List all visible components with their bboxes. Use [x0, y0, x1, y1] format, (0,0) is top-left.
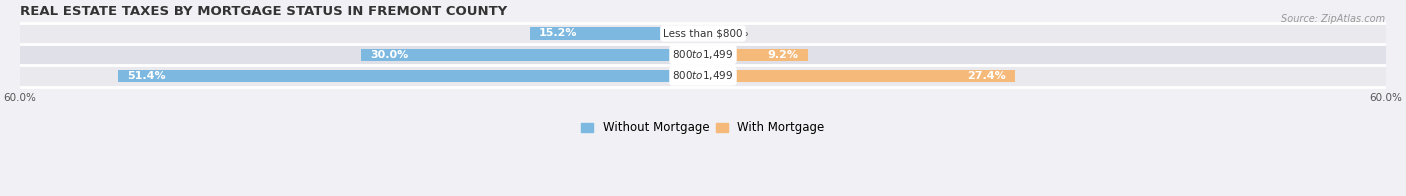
Bar — [703, 49, 807, 61]
Bar — [530, 27, 703, 40]
Bar — [703, 70, 1015, 82]
Text: Less than $800: Less than $800 — [664, 28, 742, 38]
Bar — [20, 64, 1386, 87]
Bar — [20, 22, 1386, 45]
Bar — [20, 43, 1386, 66]
Text: Source: ZipAtlas.com: Source: ZipAtlas.com — [1281, 14, 1385, 24]
Bar — [361, 49, 703, 61]
Text: 30.0%: 30.0% — [371, 50, 409, 60]
Text: REAL ESTATE TAXES BY MORTGAGE STATUS IN FREMONT COUNTY: REAL ESTATE TAXES BY MORTGAGE STATUS IN … — [20, 5, 508, 18]
Text: 9.2%: 9.2% — [768, 50, 799, 60]
Text: 15.2%: 15.2% — [538, 28, 578, 38]
Bar — [118, 70, 703, 82]
Text: $800 to $1,499: $800 to $1,499 — [672, 48, 734, 61]
Text: 51.4%: 51.4% — [127, 71, 166, 81]
Text: 0.09%: 0.09% — [713, 28, 748, 38]
Text: $800 to $1,499: $800 to $1,499 — [672, 69, 734, 83]
Legend: Without Mortgage, With Mortgage: Without Mortgage, With Mortgage — [581, 121, 825, 134]
Text: 27.4%: 27.4% — [967, 71, 1005, 81]
